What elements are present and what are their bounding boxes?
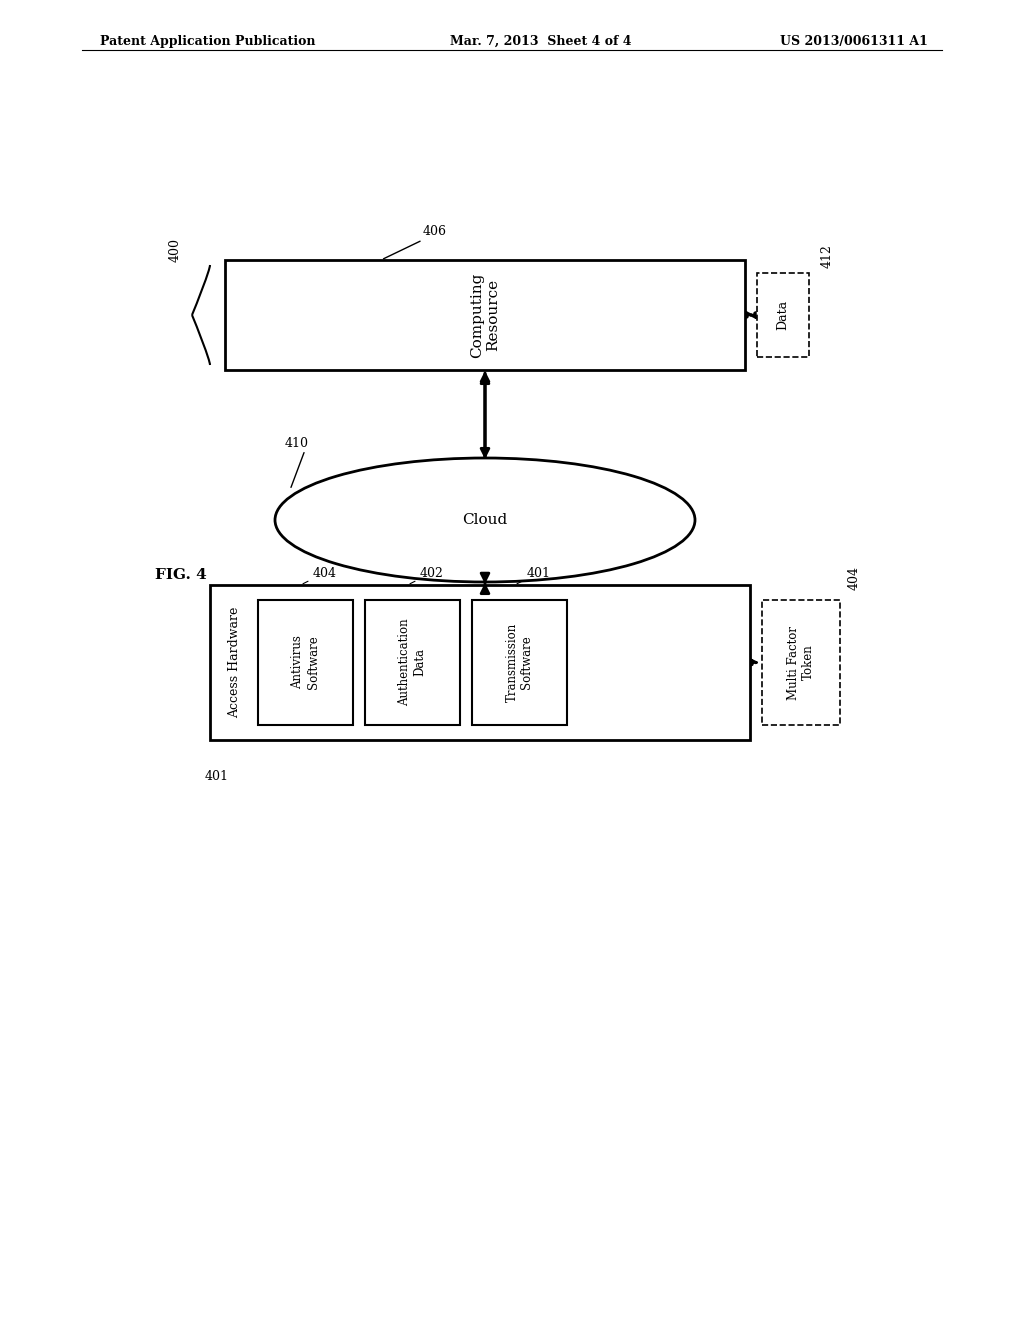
Text: Data: Data: [776, 300, 790, 330]
Text: 404: 404: [312, 568, 337, 579]
Text: FIG. 4: FIG. 4: [155, 568, 207, 582]
Text: 401: 401: [526, 568, 551, 579]
Text: 406: 406: [423, 224, 446, 238]
FancyBboxPatch shape: [210, 585, 750, 741]
Text: 410: 410: [285, 437, 309, 450]
Text: Mar. 7, 2013  Sheet 4 of 4: Mar. 7, 2013 Sheet 4 of 4: [450, 36, 632, 48]
Text: 404: 404: [848, 566, 861, 590]
Ellipse shape: [275, 458, 695, 582]
Text: Computing
Resource: Computing Resource: [470, 272, 500, 358]
Text: 401: 401: [205, 770, 229, 783]
Text: Cloud: Cloud: [463, 513, 508, 527]
FancyBboxPatch shape: [757, 273, 809, 356]
Text: US 2013/0061311 A1: US 2013/0061311 A1: [780, 36, 928, 48]
FancyBboxPatch shape: [258, 601, 353, 725]
Text: Authentication
Data: Authentication Data: [398, 619, 427, 706]
FancyBboxPatch shape: [472, 601, 567, 725]
Text: Transmission
Software: Transmission Software: [506, 623, 534, 702]
Text: Patent Application Publication: Patent Application Publication: [100, 36, 315, 48]
Text: 402: 402: [420, 568, 443, 579]
Text: Antivirus
Software: Antivirus Software: [292, 635, 319, 689]
FancyBboxPatch shape: [225, 260, 745, 370]
FancyBboxPatch shape: [762, 601, 840, 725]
Text: 412: 412: [821, 244, 834, 268]
Text: 400: 400: [169, 238, 181, 261]
Text: Multi Factor
Token: Multi Factor Token: [787, 626, 815, 700]
FancyBboxPatch shape: [365, 601, 460, 725]
Text: Access Hardware: Access Hardware: [228, 607, 241, 718]
